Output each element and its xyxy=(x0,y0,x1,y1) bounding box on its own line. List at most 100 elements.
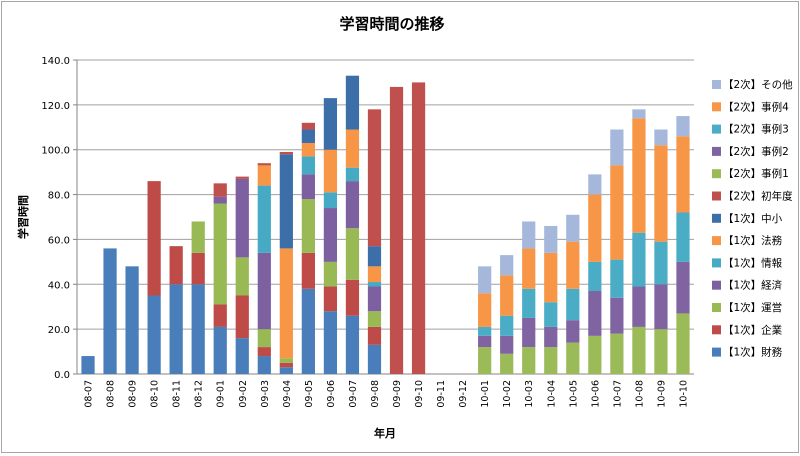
bar-segment xyxy=(654,241,668,285)
legend-label: 【1次】財務 xyxy=(723,346,783,359)
bar-segment xyxy=(654,284,668,330)
x-tick-label: 09-06 xyxy=(326,380,337,408)
bar-segment xyxy=(279,367,293,374)
legend-label: 【1次】中小 xyxy=(723,212,783,225)
legend-swatch xyxy=(712,325,721,335)
bar-segment xyxy=(566,288,580,321)
bar-segment xyxy=(323,286,338,312)
bar-segment xyxy=(544,302,558,327)
y-tick-label: 20.0 xyxy=(48,325,70,336)
x-tick-label: 08-10 xyxy=(150,380,161,408)
legend-swatch xyxy=(712,146,721,156)
y-axis: 0.0 20.0 40.0 60.0 80.0 100.0 120.0 140.0 xyxy=(41,56,78,381)
y-tick-label: 120.0 xyxy=(41,101,70,112)
x-tick-label: 10-06 xyxy=(590,380,601,408)
x-tick-label: 09-04 xyxy=(282,380,293,408)
y-tick-label: 40.0 xyxy=(48,280,70,291)
x-tick-label: 09-10 xyxy=(414,380,425,408)
bar-segment xyxy=(367,266,382,283)
legend-label: 【2次】その他 xyxy=(723,78,793,91)
x-tick-label: 08-09 xyxy=(128,380,139,408)
x-tick-label: 08-11 xyxy=(172,380,183,408)
bar-segment xyxy=(478,266,492,294)
bar-segment xyxy=(279,358,293,363)
x-tick-label: 09-12 xyxy=(458,380,469,408)
legend-label: 【2次】初年度 xyxy=(723,190,793,203)
bar-segment xyxy=(500,335,514,354)
bar-segment xyxy=(632,326,646,374)
bar-segment xyxy=(323,98,338,150)
bar-segment xyxy=(588,194,602,262)
bar-segment xyxy=(610,333,624,374)
bar-segment xyxy=(323,261,338,287)
bar-segment xyxy=(566,214,580,242)
bar-segment xyxy=(257,252,271,330)
bar-segment xyxy=(588,335,602,374)
bar-segment xyxy=(610,165,624,260)
bar-segment xyxy=(478,335,492,348)
bar-segment xyxy=(544,347,558,374)
bar-segment xyxy=(81,356,95,374)
bar-segment xyxy=(544,225,558,253)
bar-segment xyxy=(500,353,514,374)
x-tick-label: 09-05 xyxy=(304,380,315,408)
bar-segment xyxy=(676,261,690,314)
y-axis-label: 学習時間 xyxy=(16,195,30,239)
legend-label: 【1次】企業 xyxy=(723,323,783,336)
bar-segment xyxy=(367,311,382,327)
legend-label: 【1次】情報 xyxy=(723,256,783,269)
bar-segment xyxy=(367,344,382,374)
bar-segment xyxy=(257,163,271,166)
bar-segment xyxy=(323,149,338,193)
bar-segment xyxy=(500,315,514,336)
bar-segment xyxy=(323,311,338,374)
bars xyxy=(81,75,690,375)
bar-segment xyxy=(345,167,360,182)
x-tick-label: 08-07 xyxy=(84,380,95,408)
bar-segment xyxy=(103,248,117,374)
bar-segment xyxy=(632,232,646,287)
bar-segment xyxy=(213,326,227,374)
y-tick-label: 80.0 xyxy=(48,191,70,202)
x-axis-label: 年月 xyxy=(374,426,396,440)
bar-segment xyxy=(411,82,426,374)
x-tick-label: 09-01 xyxy=(216,380,227,408)
x-tick-label: 10-03 xyxy=(524,380,535,408)
bar-segment xyxy=(345,75,360,130)
bar-segment xyxy=(279,154,293,249)
bar-segment xyxy=(632,109,646,119)
bar-segment xyxy=(213,203,227,305)
bar-segment xyxy=(257,347,271,357)
bar-segment xyxy=(676,116,690,137)
legend-swatch xyxy=(712,124,721,134)
y-tick-label: 60.0 xyxy=(48,235,70,246)
bar-segment xyxy=(323,208,338,262)
legend-swatch xyxy=(712,102,721,112)
bar-segment xyxy=(279,362,293,368)
bar-segment xyxy=(522,288,536,318)
x-tick-label: 10-01 xyxy=(480,380,491,408)
legend-label: 【2次】事例4 xyxy=(723,100,789,113)
bar-segment xyxy=(588,291,602,336)
legend-swatch xyxy=(712,347,721,357)
bar-segment xyxy=(544,252,558,303)
bar-segment xyxy=(213,304,227,327)
bar-segment xyxy=(257,165,271,186)
bar-segment xyxy=(301,122,315,130)
x-tick-label: 08-12 xyxy=(194,380,205,408)
x-tick-label: 09-11 xyxy=(436,380,447,408)
legend-label: 【1次】法務 xyxy=(723,234,783,247)
bar-segment xyxy=(345,129,360,168)
y-tick-label: 0.0 xyxy=(54,370,70,381)
bar-segment xyxy=(301,252,315,289)
bar-segment xyxy=(478,326,492,336)
y-tick-label: 100.0 xyxy=(41,146,70,157)
bar-segment xyxy=(500,275,514,316)
legend-swatch xyxy=(712,280,721,290)
bar-segment xyxy=(257,356,271,374)
bar-segment xyxy=(566,320,580,343)
bar-segment xyxy=(566,342,580,374)
bar-segment xyxy=(588,174,602,195)
bar-segment xyxy=(345,315,360,374)
